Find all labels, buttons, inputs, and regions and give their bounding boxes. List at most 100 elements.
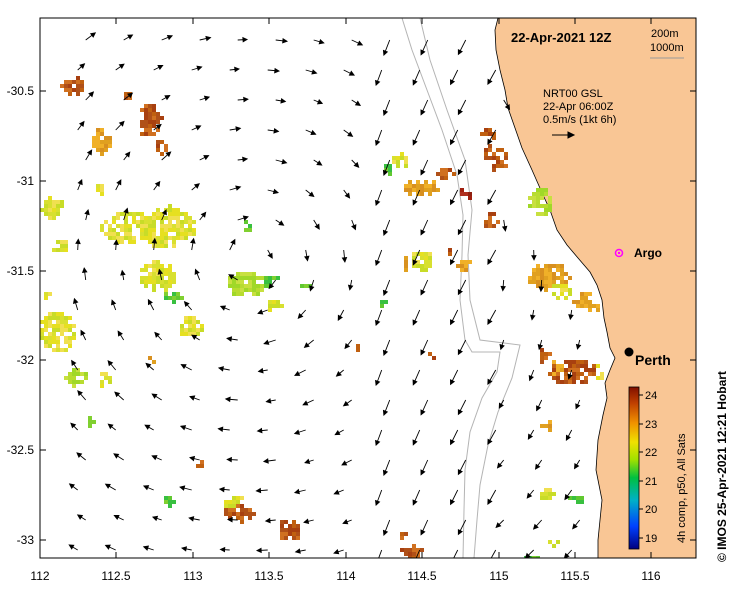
sst-pixel	[552, 360, 556, 364]
current-arrow-head	[242, 215, 249, 221]
sst-pixel	[156, 212, 160, 216]
sst-pixel	[484, 132, 488, 136]
sst-pixel	[68, 84, 72, 88]
sst-pixel	[156, 240, 160, 244]
sst-pixel	[404, 548, 408, 552]
sst-pixel	[540, 204, 544, 208]
sst-pixel	[104, 232, 108, 236]
current-arrow-head	[120, 269, 126, 276]
sst-pixel	[96, 136, 100, 140]
sst-pixel	[276, 300, 280, 304]
sst-pixel	[416, 548, 420, 552]
current-arrow-head	[382, 109, 389, 116]
sst-pixel	[188, 316, 192, 320]
sst-pixel	[148, 228, 152, 232]
current-arrow-head	[218, 486, 225, 493]
sst-pixel	[248, 272, 252, 276]
sst-pixel	[544, 204, 548, 208]
colorbar-tick-label: 19	[645, 533, 657, 545]
sst-pixel	[164, 496, 168, 500]
sst-pixel	[448, 168, 452, 172]
sst-pixel	[416, 184, 420, 188]
current-arrow-head	[304, 255, 310, 262]
sst-pixel	[64, 84, 68, 88]
current-arrow-head	[302, 400, 309, 406]
sst-pixel	[48, 292, 52, 296]
sst-pixel	[156, 144, 160, 148]
sst-pixel	[164, 240, 168, 244]
current-arrow-head	[375, 439, 381, 447]
sst-pixel	[556, 284, 560, 288]
sst-pixel	[492, 164, 496, 168]
sst-pixel	[156, 112, 160, 116]
sst-pixel	[572, 380, 576, 384]
sst-pixel	[428, 184, 432, 188]
sst-pixel	[484, 220, 488, 224]
sst-pixel	[448, 248, 452, 252]
sst-pixel	[144, 112, 148, 116]
current-arrow-head	[341, 460, 348, 466]
sst-pixel	[268, 276, 272, 280]
sst-pixel	[76, 380, 80, 384]
sst-pixel	[72, 372, 76, 376]
current-arrow-head	[449, 319, 456, 326]
sst-pixel	[64, 348, 68, 352]
sst-pixel	[144, 264, 148, 268]
sst-pixel	[380, 564, 384, 568]
sst-pixel	[168, 272, 172, 276]
sst-pixel	[152, 360, 156, 364]
sst-pixel	[144, 236, 148, 240]
sst-pixel	[580, 380, 584, 384]
current-arrow-head	[488, 560, 492, 565]
current-arrow-head	[457, 408, 463, 416]
sst-pixel	[40, 332, 44, 336]
sst-pixel	[80, 380, 84, 384]
sst-pixel	[548, 264, 552, 268]
sst-pixel	[248, 224, 252, 228]
sst-pixel	[504, 152, 508, 156]
sst-pixel	[548, 200, 552, 204]
sst-pixel	[48, 316, 52, 320]
sst-pixel	[276, 304, 280, 308]
colorbar-tick-label: 21	[645, 476, 657, 488]
current-arrow-head	[88, 91, 95, 98]
y-tick-label: -32	[17, 353, 35, 367]
sst-pixel	[444, 172, 448, 176]
sst-pixel	[68, 344, 72, 348]
sst-pixel	[380, 564, 384, 568]
sst-pixel	[428, 352, 432, 356]
current-arrow-head	[382, 169, 389, 176]
sst-pixel	[444, 176, 448, 180]
y-tick-label: -31.5	[7, 264, 35, 278]
model-name: NRT00 GSL	[543, 88, 603, 100]
current-arrow-head	[382, 289, 389, 296]
sst-pixel	[120, 228, 124, 232]
sst-pixel	[152, 260, 156, 264]
sst-pixel	[548, 352, 552, 356]
sst-pixel	[76, 368, 80, 372]
current-arrow-head	[263, 339, 270, 345]
sst-pixel	[148, 116, 152, 120]
sst-pixel	[52, 216, 56, 220]
sst-pixel	[144, 104, 148, 108]
sst-pixel	[252, 284, 256, 288]
argo-marker-center	[617, 251, 621, 255]
sst-pixel	[464, 264, 468, 268]
sst-pixel	[72, 80, 76, 84]
sst-pixel	[588, 368, 592, 372]
sst-pixel	[492, 212, 496, 216]
sst-pixel	[172, 272, 176, 276]
sst-pixel	[60, 248, 64, 252]
current-arrow-head	[273, 128, 280, 134]
current-arrow-head	[205, 35, 212, 42]
current-arrow-head	[487, 258, 493, 265]
sst-pixel	[440, 176, 444, 180]
sst-pixel	[224, 504, 228, 508]
current-arrow-head	[147, 298, 153, 306]
sst-pixel	[168, 296, 172, 300]
current-arrow-head	[356, 40, 364, 46]
sst-pixel	[144, 280, 148, 284]
sst-pixel	[52, 208, 56, 212]
sst-pixel	[176, 292, 180, 296]
sst-pixel	[44, 324, 48, 328]
